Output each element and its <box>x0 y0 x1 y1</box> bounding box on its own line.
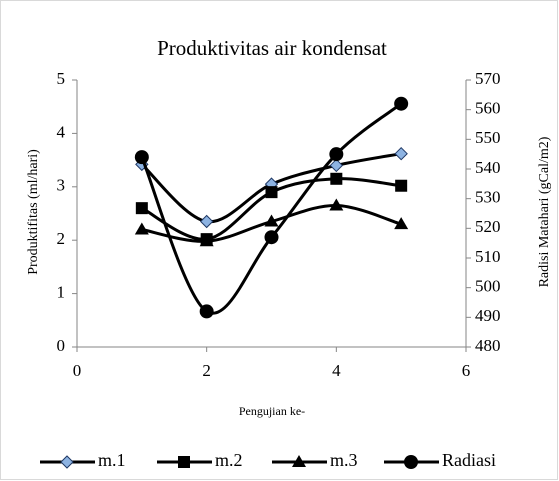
data-point <box>134 222 149 235</box>
y2-tick-label: 480 <box>475 336 501 355</box>
x-tick-label: 6 <box>462 361 471 380</box>
x-tick-label: 0 <box>73 361 82 380</box>
y2-tick-label: 570 <box>475 69 501 88</box>
y2-tick-label: 510 <box>475 247 501 266</box>
y2-tick-label: 490 <box>475 306 501 325</box>
data-point <box>135 202 148 215</box>
data-point <box>199 214 214 229</box>
y-tick-label: 1 <box>57 283 66 302</box>
y2-tick-label: 560 <box>475 99 501 118</box>
legend-label: m.2 <box>215 450 243 470</box>
y2-tick-label: 540 <box>475 158 501 177</box>
x-tick-label: 2 <box>202 361 211 380</box>
data-point <box>330 172 343 185</box>
series-line <box>140 102 403 315</box>
legend-marker <box>404 455 418 469</box>
chart-title: Produktivitas air kondensat <box>157 36 387 60</box>
data-point <box>329 158 344 173</box>
y-tick-label: 5 <box>57 69 66 88</box>
y2-tick-label: 500 <box>475 277 501 296</box>
y-tick-label: 3 <box>57 176 66 195</box>
data-point <box>329 198 344 211</box>
y2-tick-label: 520 <box>475 217 501 236</box>
x-axis-label: Pengujian ke- <box>239 404 305 418</box>
y-tick-label: 2 <box>57 229 66 248</box>
y-tick-label: 4 <box>57 122 66 141</box>
data-point <box>394 217 409 230</box>
data-point <box>199 304 214 319</box>
legend-marker <box>178 456 190 468</box>
y-tick-label: 0 <box>57 336 66 355</box>
x-tick-label: 4 <box>332 361 341 380</box>
legend-label: m.3 <box>330 450 358 470</box>
data-point <box>264 230 279 245</box>
legend-label: Radiasi <box>442 450 496 470</box>
data-point <box>394 146 408 161</box>
data-point <box>199 234 214 247</box>
data-point <box>329 147 344 162</box>
data-point <box>264 214 279 227</box>
data-point <box>265 186 278 199</box>
y2-tick-label: 550 <box>475 128 501 147</box>
y2-axis-label: Radisi Matahari (gCal/m2) <box>537 136 552 287</box>
legend-marker <box>292 455 306 467</box>
data-point <box>395 179 408 192</box>
data-point <box>134 150 149 165</box>
data-point <box>394 96 409 111</box>
legend-label: m.1 <box>98 450 126 470</box>
y-axis-label: Produktifitas (ml/hari) <box>26 149 41 275</box>
y2-tick-label: 530 <box>475 188 501 207</box>
legend-marker <box>60 455 74 469</box>
